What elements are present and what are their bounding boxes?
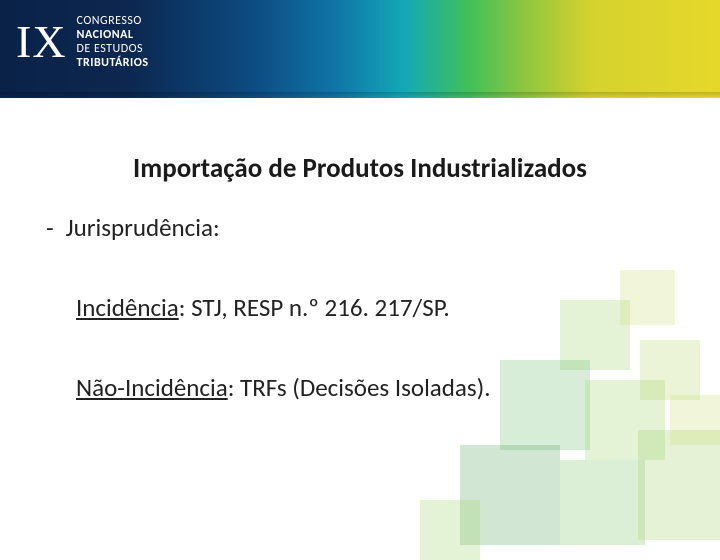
deco-square — [638, 430, 720, 540]
deco-square — [585, 380, 665, 460]
deco-square — [420, 500, 480, 560]
deco-square — [620, 270, 675, 325]
bullet-dash: - — [46, 212, 54, 243]
header-banner: IX CONGRESSO NACIONAL DE ESTUDOS TRIBUTÁ… — [0, 0, 720, 98]
paragraph-nao-incidencia: Não-Incidência: TRFs (Decisões Isoladas)… — [76, 372, 491, 403]
logo-text: CONGRESSO NACIONAL DE ESTUDOS TRIBUTÁRIO… — [77, 14, 149, 71]
deco-square — [500, 360, 590, 450]
incidencia-label: Incidência — [76, 292, 179, 323]
deco-square — [640, 340, 700, 400]
logo-line-1: CONGRESSO — [77, 14, 149, 28]
deco-square — [460, 445, 560, 545]
slide-title: Importação de Produtos Industrializados — [0, 152, 720, 185]
nao-incidencia-label: Não-Incidência — [76, 372, 228, 403]
event-logo: IX CONGRESSO NACIONAL DE ESTUDOS TRIBUTÁ… — [16, 14, 149, 71]
logo-line-3: DE ESTUDOS — [77, 42, 149, 56]
deco-square — [670, 395, 720, 445]
bullet-text: Jurisprudência: — [66, 212, 220, 243]
incidencia-rest: : STJ, RESP n.º 216. 217/SP. — [179, 292, 450, 323]
paragraph-incidencia: Incidência: STJ, RESP n.º 216. 217/SP. — [76, 292, 450, 323]
bullet-jurisprudencia: - Jurisprudência: — [46, 212, 220, 243]
decorative-squares — [440, 270, 720, 540]
logo-line-2: NACIONAL — [77, 28, 149, 42]
deco-square — [560, 300, 630, 370]
logo-line-4: TRIBUTÁRIOS — [77, 56, 149, 70]
nao-incidencia-rest: : TRFs (Decisões Isoladas). — [228, 372, 491, 403]
logo-roman-numeral: IX — [16, 19, 67, 65]
deco-square — [560, 460, 645, 545]
